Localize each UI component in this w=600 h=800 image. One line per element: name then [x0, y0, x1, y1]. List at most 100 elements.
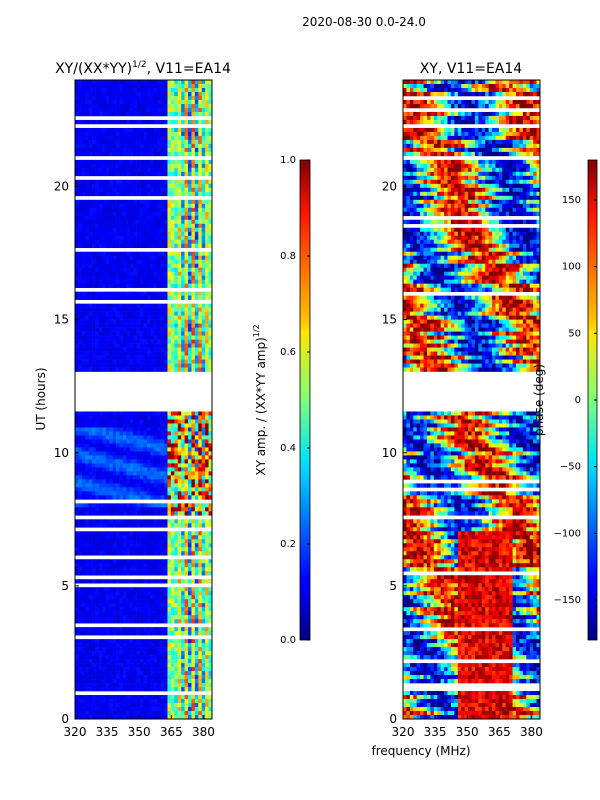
amp-heat-cell: [184, 347, 189, 352]
amp-heat-cell: [112, 547, 117, 552]
amp-heat-cell: [184, 535, 189, 540]
amp-heat-cell: [143, 295, 148, 300]
amp-heat-cell: [198, 455, 203, 460]
amp-heat-cell: [98, 179, 103, 185]
amp-heat-cell: [95, 443, 100, 448]
amp-heat-cell: [177, 307, 182, 312]
amp-heat-cell: [164, 355, 168, 360]
amp-heat-cell: [102, 543, 107, 548]
amp-heat-cell: [95, 655, 100, 660]
amp-heat-cell: [102, 587, 107, 592]
amp-heat-cell: [133, 127, 137, 133]
amp-heat-cell: [157, 675, 161, 680]
amp-heat-cell: [174, 607, 179, 612]
amp-heat-cell: [208, 255, 213, 261]
amp-heat-cell: [164, 651, 168, 656]
amp-heat-cell: [75, 315, 79, 320]
amp-heat-cell: [133, 607, 137, 612]
amp-heat-cell: [140, 343, 144, 348]
amp-heat-cell: [164, 667, 168, 672]
amp-heat-cell: [85, 655, 89, 660]
amp-heat-cell: [109, 615, 113, 620]
amp-heat-cell: [140, 151, 144, 157]
amp-heat-cell: [140, 679, 144, 684]
amp-heat-cell: [92, 275, 96, 280]
amp-heat-cell: [75, 167, 79, 173]
amp-heat-cell: [109, 535, 113, 540]
amp-heat-cell: [112, 159, 117, 165]
amp-heat-cell: [167, 663, 172, 668]
amp-heat-cell: [95, 311, 100, 316]
amp-heat-cell: [119, 91, 124, 97]
amp-heat-cell: [136, 559, 141, 564]
amp-heat-cell: [143, 307, 148, 312]
amp-heat-cell: [75, 203, 79, 209]
amp-heat-cell: [95, 335, 100, 340]
amp-heat-cell: [75, 535, 79, 540]
amp-heat-cell: [109, 611, 113, 616]
amp-heat-cell: [181, 283, 185, 288]
amp-heat-cell: [170, 475, 175, 480]
amp-heat-cell: [126, 91, 131, 97]
amp-heat-cell: [167, 239, 172, 245]
amp-heat-cell: [85, 275, 89, 280]
amp-heat-cell: [98, 87, 103, 93]
amp-heat-cell: [194, 171, 199, 177]
amp-heat-cell: [191, 627, 196, 632]
amp-heat-cell: [122, 647, 127, 652]
amp-heat-cell: [143, 655, 148, 660]
amp-heat-cell: [133, 359, 137, 364]
amp-heat-cell: [126, 143, 131, 149]
amp-heat-cell: [194, 619, 199, 624]
amp-heat-cell: [167, 607, 172, 612]
amp-heat-cell: [191, 215, 196, 221]
amp-heat-cell: [129, 263, 134, 268]
amp-heat-cell: [194, 667, 199, 672]
amp-heat-cell: [126, 367, 131, 372]
amp-heat-cell: [146, 347, 151, 352]
amp-heat-cell: [160, 347, 165, 352]
amp-heat-cell: [140, 147, 144, 153]
amp-heat-cell: [167, 187, 172, 193]
amp-heat-cell: [150, 539, 155, 544]
amp-heat-cell: [184, 251, 189, 257]
amp-heat-cell: [122, 243, 127, 249]
amp-heat-cell: [126, 83, 131, 89]
amp-heat-cell: [75, 463, 79, 468]
amp-heat-cell: [126, 559, 131, 564]
amp-heat-cell: [150, 439, 155, 444]
amp-heat-cell: [170, 119, 175, 125]
amp-heat-cell: [188, 503, 192, 508]
amp-heat-cell: [75, 311, 79, 316]
amp-heat-cell: [116, 215, 120, 221]
amp-heat-cell: [81, 279, 86, 284]
amp-heat-cell: [201, 671, 206, 676]
amp-heat-cell: [188, 651, 192, 656]
amp-heat-cell: [157, 427, 161, 432]
amp-heat-cell: [153, 211, 158, 217]
amp-heat-cell: [167, 119, 172, 125]
amp-heat-cell: [208, 559, 213, 564]
amplitude-title-exp: 1/2: [132, 60, 146, 70]
amp-heat-cell: [146, 211, 151, 217]
amp-heat-cell: [181, 355, 185, 360]
amp-heat-cell: [150, 523, 155, 528]
amp-heat-cell: [75, 327, 79, 332]
amp-heat-cell: [78, 219, 83, 225]
amp-heat-cell: [133, 491, 137, 496]
amp-heat-cell: [133, 679, 137, 684]
amp-heat-cell: [81, 459, 86, 464]
amp-heat-cell: [126, 311, 131, 316]
amp-heat-cell: [92, 235, 96, 241]
amp-heat-cell: [157, 239, 161, 245]
amp-heat-cell: [105, 159, 110, 165]
amp-heat-cell: [119, 267, 124, 272]
amp-heat-cell: [153, 547, 158, 552]
amp-heat-cell: [129, 219, 134, 225]
amp-heat-cell: [153, 647, 158, 652]
amp-heat-cell: [109, 303, 113, 308]
amp-heat-cell: [112, 615, 117, 620]
amp-heat-cell: [88, 599, 93, 604]
amp-heat-cell: [81, 455, 86, 460]
amp-heat-cell: [133, 667, 137, 672]
